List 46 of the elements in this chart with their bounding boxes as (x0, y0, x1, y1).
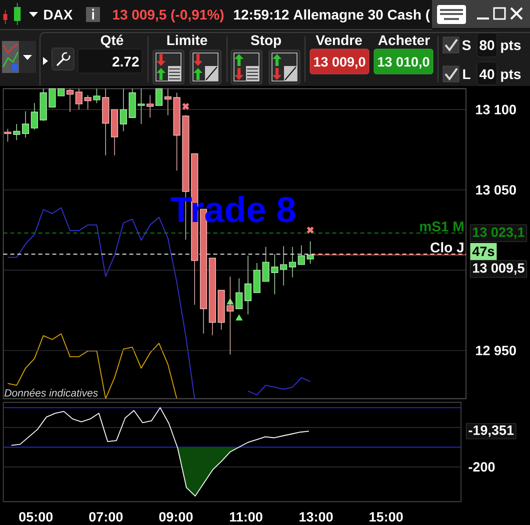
text: 12:59:12 Allemagne 30 Cash ( (234, 9, 430, 22)
x-tick-label: 05:00 (19, 512, 53, 522)
candlestick (164, 88, 172, 116)
annotation: Données indicatives (4, 388, 98, 397)
ref-line-label: mS1 M (420, 221, 464, 232)
candlestick (66, 88, 74, 112)
candlestick (280, 246, 288, 286)
text: -200 (468, 462, 495, 472)
text: -19,351 (468, 425, 514, 437)
text: Acheter (378, 34, 430, 46)
text: Limite (167, 34, 208, 46)
candlestick (22, 110, 30, 138)
y-tick-label: 12 950 (476, 346, 516, 356)
text: 40 (479, 69, 494, 80)
text: Vendre (316, 34, 362, 46)
candlestick (244, 255, 252, 315)
x-tick-label: 09:00 (159, 512, 193, 522)
point (182, 102, 190, 110)
x-tick-label: 07:00 (89, 512, 123, 522)
x-tick-label: 11:00 (230, 512, 262, 522)
text: 80 (480, 40, 494, 50)
x-tick-label: 15:00 (370, 512, 403, 522)
candlestick (30, 102, 38, 130)
text: 13 009,5 (-0,91%) (113, 9, 224, 22)
text: 13 023,1 (473, 227, 524, 239)
text: DAX (44, 10, 73, 20)
ref-line-label: Clo J (430, 242, 464, 252)
text: pts (501, 40, 521, 53)
y-tick-label: 13 050 (476, 185, 516, 195)
point (306, 226, 314, 234)
ref-line-label: 13 009,5 (473, 263, 524, 275)
candlestick (75, 88, 82, 110)
candlestick (288, 246, 296, 278)
text: 13 009,0 (314, 57, 366, 69)
text: Stop (250, 35, 281, 48)
candlestick (120, 88, 127, 132)
text: Qté (100, 34, 124, 48)
x-tick-label: 13:00 (300, 512, 333, 522)
text: S (462, 40, 471, 50)
text: 13 010,0 (378, 57, 430, 69)
text: L (463, 69, 470, 79)
y-tick-label: 13 100 (476, 104, 516, 114)
text: 2.72 (112, 56, 139, 66)
text: pts (501, 70, 521, 82)
point (236, 314, 243, 320)
text: 47s (472, 246, 494, 256)
